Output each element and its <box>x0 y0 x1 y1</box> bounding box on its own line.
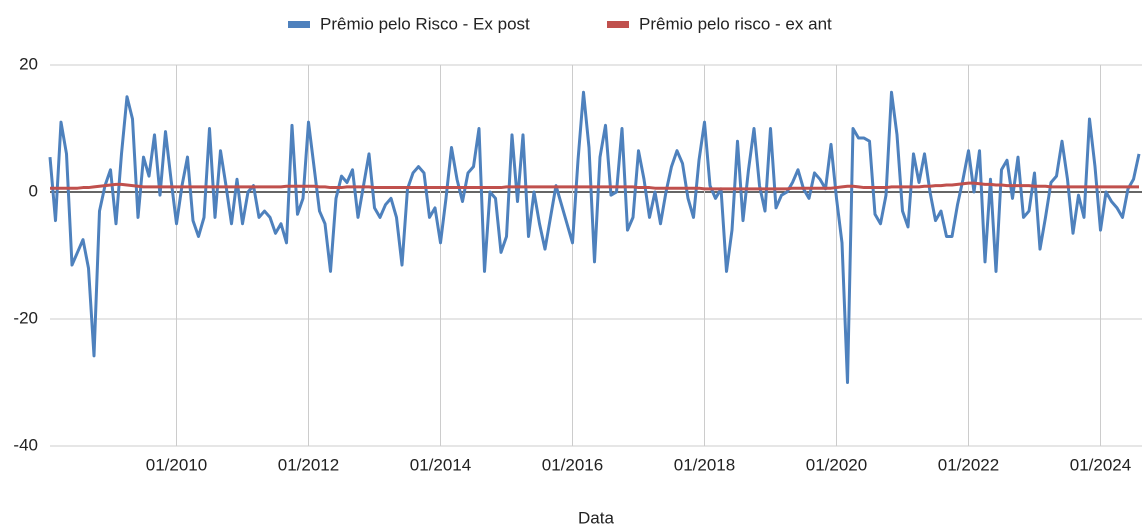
x-tick-label: 01/2012 <box>278 455 339 474</box>
x-axis-title: Data <box>578 508 614 525</box>
series-line <box>50 181 1139 191</box>
y-tick-label: 20 <box>19 54 38 73</box>
x-tick-label: 01/2024 <box>1070 455 1131 474</box>
x-tick-label: 01/2022 <box>938 455 999 474</box>
x-tick-label: 01/2010 <box>146 455 207 474</box>
legend-label: Prêmio pelo Risco - Ex post <box>320 14 530 33</box>
x-tick-label: 01/2016 <box>542 455 603 474</box>
y-tick-label: 0 <box>29 181 38 200</box>
legend-label: Prêmio pelo risco - ex ant <box>639 14 832 33</box>
y-tick-label: -20 <box>13 308 38 327</box>
series-line <box>48 90 1141 384</box>
x-tick-label: 01/2020 <box>806 455 867 474</box>
legend-swatch <box>607 21 629 28</box>
legend-swatch <box>288 21 310 28</box>
y-tick-label: -40 <box>13 435 38 454</box>
x-tick-label: 01/2018 <box>674 455 735 474</box>
x-tick-label: 01/2014 <box>410 455 471 474</box>
